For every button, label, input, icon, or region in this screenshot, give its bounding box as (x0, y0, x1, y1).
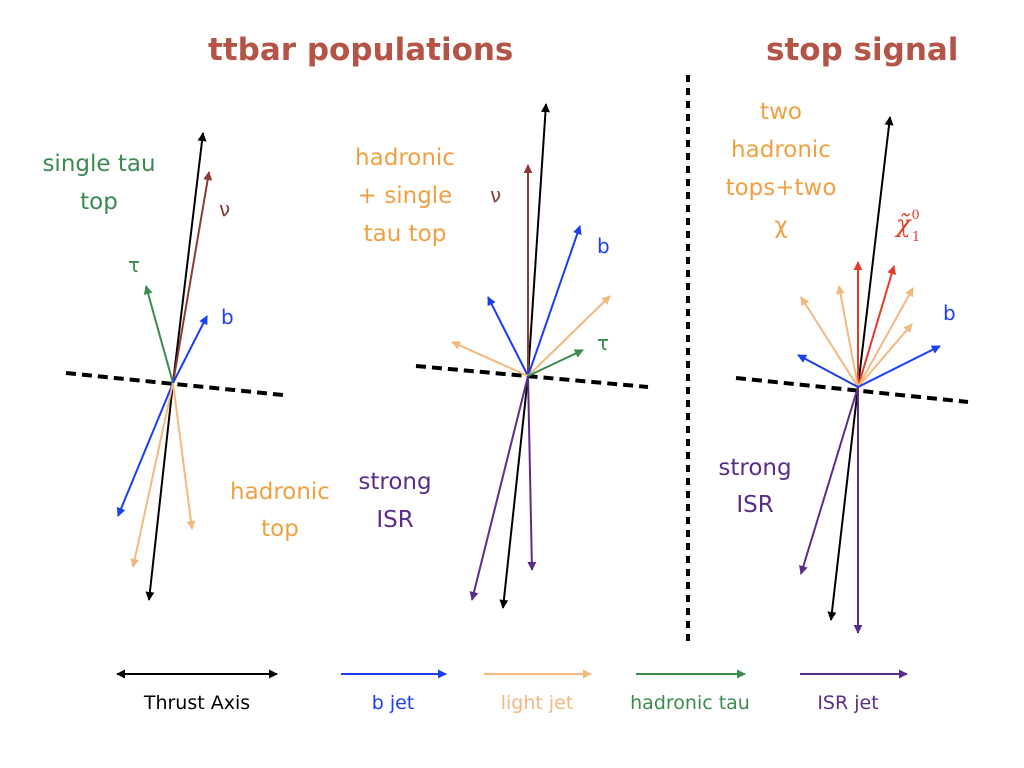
b-jet-arrow-down (116, 382, 174, 517)
thrust-axis-arrow (857, 116, 894, 388)
panel-stop-signal (735, 116, 969, 634)
panel1-neutrino-label: ν (219, 197, 231, 221)
panel2-bottom-line2: ISR (376, 507, 414, 533)
panel1-bottom-line2: top (261, 516, 299, 542)
isr-jet-arrow-2 (527, 375, 537, 571)
thrust-axis-arrow (172, 132, 207, 384)
panel3-title-line3: tops+two (725, 175, 837, 201)
neutralino-arrow-2 (857, 265, 897, 388)
panel1-title-line2: top (80, 189, 118, 215)
light-jet-arrow (800, 296, 859, 388)
panel3-bottom-line1: strong (718, 455, 792, 481)
legend-thrust-axis-label: Thrust Axis (143, 692, 251, 714)
isr-jet-arrow (469, 375, 529, 601)
panel1-b-label: b (221, 305, 234, 329)
panel2-title-line2: + single (357, 183, 453, 209)
legend-isr-jet-label: ISR jet (817, 692, 879, 714)
panel1-title-line1: single tau (42, 151, 156, 177)
panel2-tau-label: τ (597, 331, 610, 355)
panel3-bottom-line2: ISR (736, 492, 774, 518)
b-jet-arrow (172, 315, 208, 384)
stop-signal-title: stop signal (766, 32, 959, 68)
tau-arrow (143, 285, 174, 384)
panel2-title-line1: hadronic (355, 145, 455, 171)
legend-b-jet-label: b jet (371, 692, 415, 714)
isr-jet-arrow (799, 386, 859, 575)
thrust-axis-arrow-down (499, 375, 529, 609)
b-jet-arrow (527, 225, 582, 377)
neutralino-label: χ̃0 1 (896, 209, 928, 244)
light-jet-arrow-3 (857, 287, 914, 388)
panel1-tau-label: τ (128, 253, 141, 277)
ttbar-populations-title: ttbar populations (208, 32, 514, 68)
b-jet-arrow-2 (797, 354, 859, 388)
light-jet-arrow-2 (836, 285, 859, 388)
b-jet-arrow (857, 345, 941, 388)
tau-arrow (527, 349, 584, 377)
b-jet-arrow-2 (487, 296, 529, 377)
event-plane-dashed-line (735, 376, 969, 404)
legend-hadronic-tau-label: hadronic tau (630, 692, 750, 714)
panel-single-tau-top (65, 132, 284, 601)
thrust-axis-arrow (527, 103, 550, 377)
neutralino-subscript: 1 (911, 229, 921, 245)
light-jet-arrow (527, 295, 611, 377)
neutrino-arrow (172, 171, 213, 384)
neutralino-symbol: χ̃ (896, 210, 911, 238)
neutralino-superscript: 0 (911, 208, 920, 223)
light-jet-arrow-4 (857, 323, 913, 388)
light-jet-arrow-2 (172, 382, 196, 530)
light-jet-arrow-2 (451, 341, 529, 377)
panel1-bottom-line1: hadronic (230, 479, 330, 505)
panel3-title-line1: two (760, 99, 802, 125)
event-plane-dashed-line (65, 371, 284, 397)
panel2-bottom-line1: strong (358, 469, 432, 495)
event-plane-dashed-line (415, 364, 649, 389)
panel-hadronic-single-tau-top (415, 103, 649, 609)
panel2-title-line3: tau top (363, 221, 447, 247)
legend-light-jet-label: light jet (500, 692, 574, 714)
thrust-axis-arrow-down (145, 382, 174, 601)
light-jet-arrow (130, 382, 174, 568)
panel3-b-label: b (943, 301, 956, 325)
panel2-neutrino-label: ν (490, 183, 502, 207)
panel3-title-line4: χ (774, 213, 788, 239)
panel3-title-line2: hadronic (731, 137, 831, 163)
panel2-b-label: b (597, 234, 610, 258)
thrust-axis-arrow-down (827, 386, 859, 621)
